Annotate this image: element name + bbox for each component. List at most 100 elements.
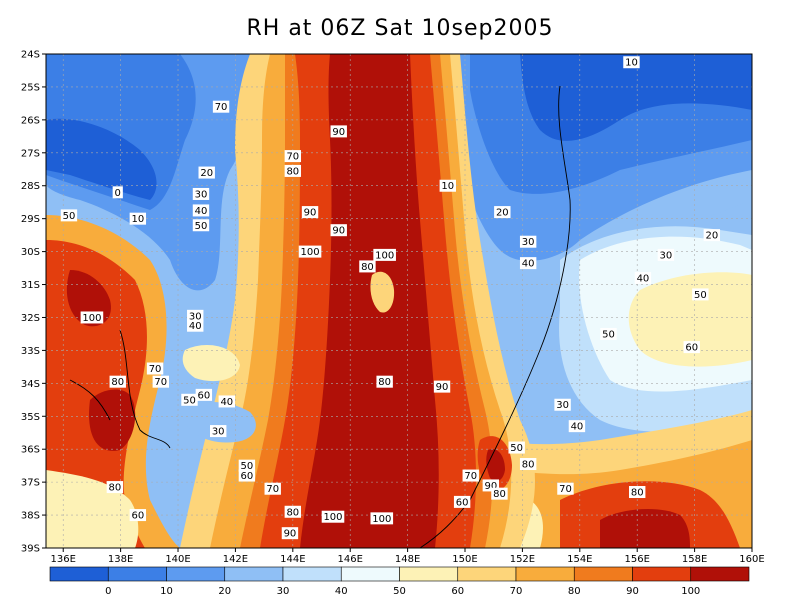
colorbar-label: 0 [105,586,111,597]
contour-label: 70 [212,100,230,113]
band-blue-east-darkest [520,54,752,141]
contour-label: 80 [376,375,393,388]
contour-label: 90 [330,125,347,138]
contour-label: 100 [298,245,322,258]
svg-text:100: 100 [372,514,391,525]
contour-label: 30 [209,425,227,438]
lat-tick-label: 35S [21,412,40,423]
contour-label: 40 [568,420,586,433]
contour-label: 50 [508,441,525,454]
lat-tick-label: 29S [21,214,40,225]
svg-text:10: 10 [625,58,638,69]
svg-text:50: 50 [694,290,707,301]
contour-label: 80 [284,505,302,518]
svg-text:80: 80 [522,460,535,471]
lat-tick-label: 27S [21,148,40,159]
contour-label: 90 [330,224,347,237]
contour-label: 70 [152,375,169,388]
colorbar-label: 40 [335,586,348,597]
svg-text:40: 40 [571,422,584,433]
latitude-axis: 24S 25S 26S 27S 28S 29S 30S 31S 32S 33S 34S 35S 36S 3… [21,50,46,555]
svg-text:50: 50 [241,461,254,472]
lat-tick-label: 39S [21,544,40,555]
svg-text:90: 90 [332,226,345,237]
band-darkred-south [600,508,690,548]
svg-text:10: 10 [131,214,144,225]
svg-text:80: 80 [286,507,299,518]
colorbar-swatch [573,566,633,582]
longitude-axis: 136E 138E 140E 142E 144E 146E 148E 150E 152E 154E… [51,548,765,565]
contour-label: 100 [370,512,394,525]
svg-text:30: 30 [195,189,208,200]
contour-label: 20 [703,229,721,242]
svg-text:70: 70 [149,364,162,375]
svg-text:60: 60 [197,390,210,401]
svg-text:80: 80 [493,489,506,500]
colorbar-swatch [399,566,459,582]
contour-label: 40 [519,257,537,270]
svg-text:30: 30 [522,237,535,248]
contour-label: 70 [264,482,281,495]
colorbar-label: 70 [510,586,523,597]
contour-label: 10 [623,56,640,69]
colorbar-swatch [340,566,400,582]
lon-tick-label: 158E [682,554,707,565]
svg-text:70: 70 [266,484,279,495]
colorbar-label: 10 [160,586,173,597]
colorbar-swatch [457,566,517,582]
contour-label: 90 [301,206,319,219]
svg-text:20: 20 [496,208,509,219]
svg-text:80: 80 [378,377,391,388]
svg-text:70: 70 [154,377,167,388]
contour-label: 20 [198,166,215,179]
svg-text:70: 70 [286,152,299,163]
lon-tick-label: 136E [51,554,76,565]
contour-label: 40 [192,204,210,217]
band-west-red [46,240,147,548]
band-max-central [300,54,439,548]
contour-label: 70 [284,150,302,163]
svg-text:100: 100 [375,250,394,261]
svg-text:90: 90 [332,127,345,138]
contour-label: 100 [321,510,345,523]
contour-label: 30 [657,248,675,261]
contour-label: 70 [557,482,574,495]
contour-label: 40 [218,395,236,408]
contour-label: 80 [359,260,376,273]
svg-text:80: 80 [286,166,299,177]
svg-text:80: 80 [109,483,122,494]
lon-tick-label: 160E [739,554,764,565]
lat-tick-label: 32S [21,313,40,324]
contour-label: 50 [238,459,256,472]
lon-tick-label: 148E [395,554,420,565]
contour-label: 50 [692,288,709,301]
contour-label: 0 [112,186,123,199]
svg-text:70: 70 [464,471,477,482]
svg-text:50: 50 [63,211,76,222]
svg-text:50: 50 [602,329,615,340]
lon-tick-label: 138E [108,554,133,565]
svg-text:90: 90 [436,382,449,393]
contour-label: 10 [439,179,456,192]
svg-text:50: 50 [183,395,196,406]
contour-label: 20 [494,206,511,219]
lat-tick-label: 38S [21,511,40,522]
colorbar-swatch [282,566,342,582]
contour-label: 80 [629,486,646,499]
svg-text:90: 90 [284,529,297,540]
contour-label: 60 [129,509,147,522]
svg-text:80: 80 [361,262,374,273]
colorbar-label: 20 [218,586,231,597]
svg-text:90: 90 [304,208,317,219]
svg-text:40: 40 [637,273,650,284]
contour-label: 100 [373,248,396,261]
colorbar-label: 30 [277,586,290,597]
lon-tick-label: 156E [625,554,650,565]
contour-label: 70 [146,362,164,375]
lat-tick-label: 33S [21,346,40,357]
contour-label: 50 [60,209,78,222]
svg-text:30: 30 [556,400,569,411]
blob-cream-34s [182,345,240,382]
